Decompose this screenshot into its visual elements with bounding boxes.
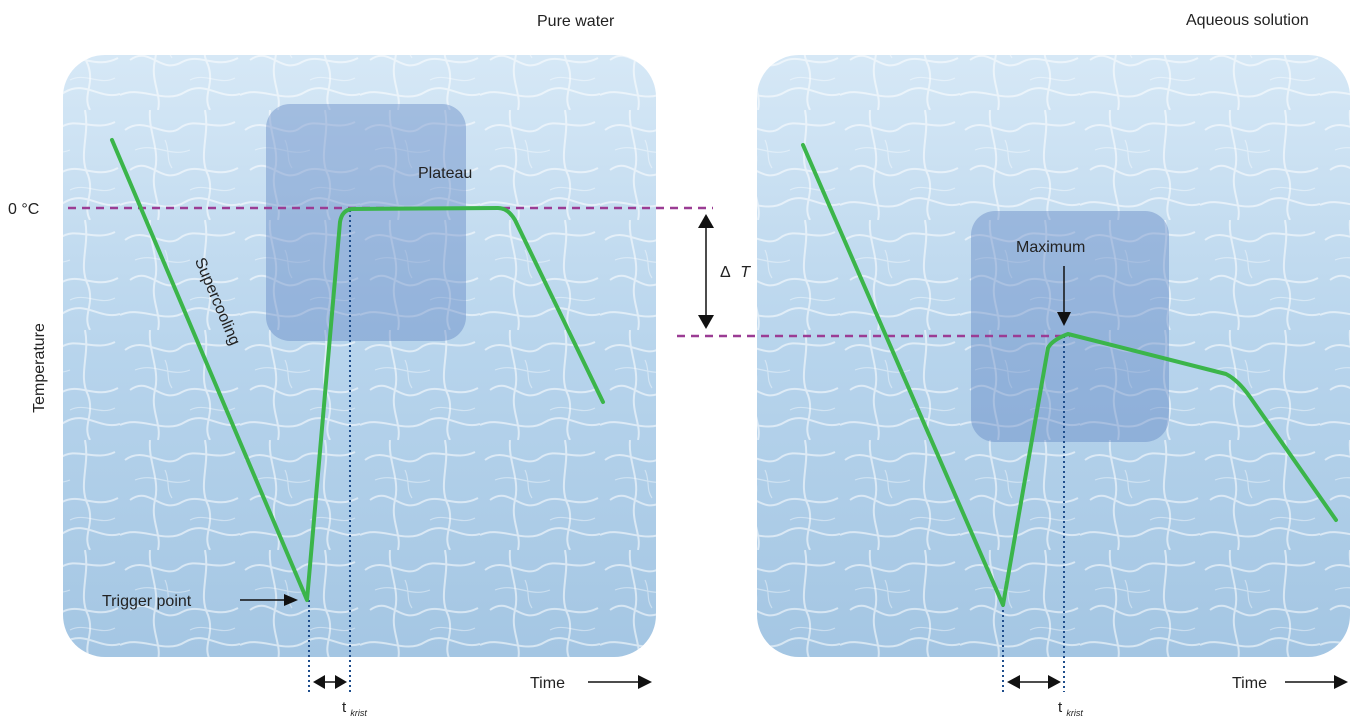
t-krist-interval-arrow-right (1007, 675, 1061, 689)
t-krist-main-right: t (1058, 699, 1063, 716)
time-arrow-left (588, 675, 652, 689)
plateau-highlight-box (266, 104, 466, 341)
delta-t-variable: T (740, 264, 751, 281)
y-axis-label: Temperature (31, 323, 48, 413)
water-panel-left (63, 55, 656, 657)
trigger-point-arrow (240, 594, 298, 606)
t-krist-subscript-left: krist (350, 708, 367, 718)
delta-t-label: Δ T (720, 264, 751, 281)
zero-degree-label: 0 °C (8, 201, 39, 218)
time-label-right: Time (1232, 675, 1267, 692)
time-label-left: Time (530, 675, 565, 692)
t-krist-main-left: t (342, 699, 347, 716)
delta-t-double-arrow (698, 214, 714, 329)
panel-title-aqueous-solution: Aqueous solution (1186, 12, 1309, 29)
maximum-arrow (1057, 266, 1071, 326)
pure-water-temperature-curve (110, 138, 605, 602)
water-panel-right (757, 55, 1350, 657)
time-arrow-right (1285, 675, 1348, 689)
t-krist-label-right: t krist (1058, 699, 1083, 718)
solution-temperature-curve (801, 143, 1338, 607)
maximum-highlight-box (971, 211, 1169, 442)
t-krist-label-left: t krist (342, 699, 367, 718)
maximum-label: Maximum (1016, 239, 1085, 256)
t-krist-subscript-right: krist (1066, 708, 1083, 718)
trigger-point-label: Trigger point (102, 593, 192, 610)
plateau-label: Plateau (418, 165, 472, 182)
delta-symbol: Δ (720, 264, 731, 281)
panel-title-pure-water: Pure water (537, 13, 615, 30)
t-krist-interval-arrow-left (313, 675, 347, 689)
